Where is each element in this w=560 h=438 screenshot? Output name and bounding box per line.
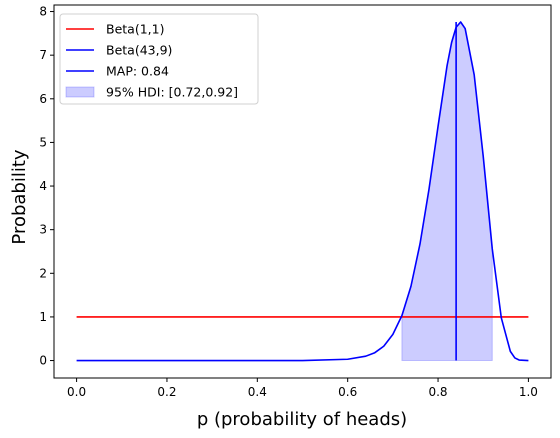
y-tick-label: 2 xyxy=(39,266,47,280)
x-tick-label: 0.2 xyxy=(157,385,176,399)
x-axis: 0.0 0.2 0.4 0.6 0.8 1.0 xyxy=(67,378,538,399)
x-tick-label: 1.0 xyxy=(519,385,538,399)
legend-label: 95% HDI: [0.72,0.92] xyxy=(106,85,238,100)
y-tick-label: 1 xyxy=(39,310,47,324)
x-tick-label: 0.0 xyxy=(67,385,86,399)
legend: Beta(1,1) Beta(43,9) MAP: 0.84 95% HDI: [0.… xyxy=(59,13,259,105)
x-axis-title: p (probability of heads) xyxy=(197,409,407,430)
legend-items: Beta(1,1) Beta(43,9) MAP: 0.84 95% HDI: [0.… xyxy=(65,22,238,100)
legend-swatch-fill xyxy=(65,86,95,98)
legend-box xyxy=(59,13,259,105)
y-axis-title: Probability xyxy=(9,149,30,244)
legend-label: Beta(43,9) xyxy=(106,43,172,58)
x-tick-label: 0.6 xyxy=(338,385,357,399)
y-tick-label: 6 xyxy=(39,92,47,106)
y-tick-label: 4 xyxy=(39,179,47,193)
x-tick-label: 0.4 xyxy=(248,385,267,399)
y-tick-label: 0 xyxy=(39,354,47,368)
y-tick-label: 3 xyxy=(39,223,47,237)
y-tick-label: 7 xyxy=(39,48,47,62)
y-axis: 0 1 2 3 4 5 6 7 8 xyxy=(39,5,54,368)
plot-frame xyxy=(53,4,552,379)
series-lines-layer xyxy=(76,21,529,362)
y-tick-label: 8 xyxy=(39,5,47,19)
y-tick-label: 5 xyxy=(39,135,47,149)
legend-label: Beta(1,1) xyxy=(106,22,164,37)
series-line-1 xyxy=(76,21,529,362)
x-tick-label: 0.8 xyxy=(428,385,447,399)
legend-label: MAP: 0.84 xyxy=(106,64,169,79)
